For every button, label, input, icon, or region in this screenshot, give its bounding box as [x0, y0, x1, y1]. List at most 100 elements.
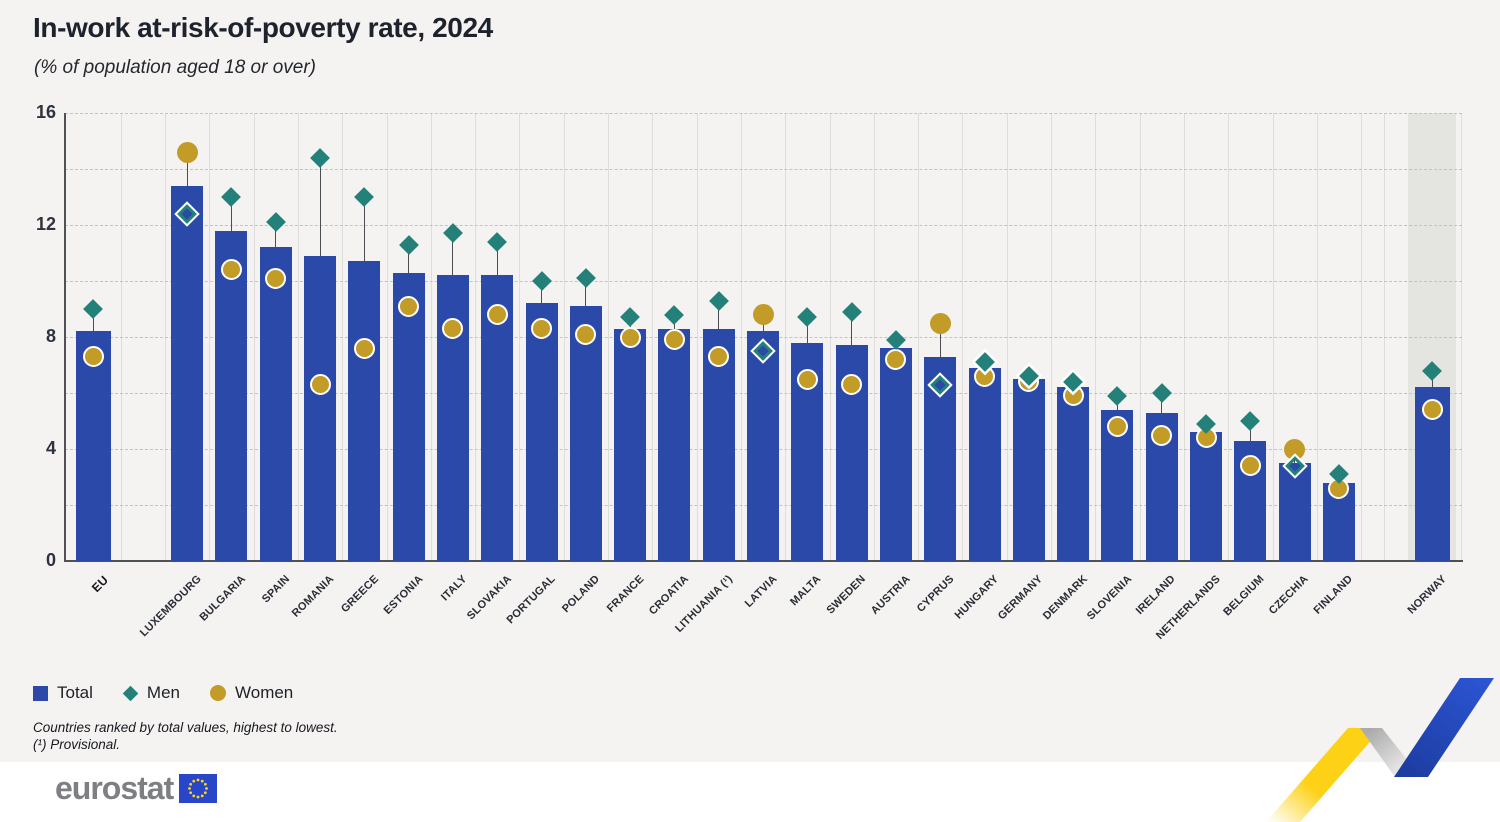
x-axis-baseline	[64, 560, 1463, 562]
footnote-provisional: (¹) Provisional.	[33, 736, 121, 752]
x-axis-label: FRANCE	[604, 573, 647, 615]
women-marker	[220, 259, 242, 281]
x-axis-label: FINLAND	[1311, 573, 1356, 617]
marker-connector-line	[319, 157, 321, 256]
men-marker	[797, 307, 818, 328]
x-axis-label: SPAIN	[259, 573, 293, 606]
marker-connector-line	[186, 152, 188, 186]
marker-connector-line	[363, 197, 365, 262]
bar-czechia	[1278, 463, 1311, 561]
horizontal-gridline	[65, 225, 1462, 226]
men-marker	[1107, 385, 1128, 406]
marker-connector-line	[939, 323, 941, 357]
men-marker	[398, 234, 419, 255]
women-marker	[929, 312, 951, 334]
marker-connector-line	[92, 309, 94, 332]
x-axis-label: IRELAND	[1134, 573, 1179, 618]
x-axis-label: CZECHIA	[1267, 573, 1312, 618]
footnotes: Countries ranked by total values, highes…	[33, 720, 338, 754]
bar-netherlands	[1190, 432, 1223, 561]
women-marker	[841, 374, 863, 396]
women-marker	[1106, 416, 1128, 438]
x-axis-label: POLAND	[560, 573, 603, 616]
y-axis-line	[64, 113, 66, 561]
legend: Total Men Women	[33, 683, 293, 703]
men-marker	[708, 290, 729, 311]
x-axis-label: SLOVENIA	[1084, 573, 1134, 623]
men-marker	[841, 301, 862, 322]
horizontal-gridline	[65, 169, 1462, 170]
marker-connector-line	[718, 300, 720, 329]
women-marker	[885, 348, 907, 370]
x-axis-label: HUNGARY	[952, 573, 1002, 622]
bar-denmark	[1057, 387, 1090, 561]
x-axis-label: GREECE	[338, 573, 381, 616]
men-marker	[443, 223, 463, 244]
bar-luxembourg	[171, 185, 204, 561]
women-marker	[176, 141, 198, 163]
men-marker	[83, 299, 103, 319]
plot-area: EU LUXEMBOURG BULGARIA SPAIN ROMANIA GREECE ES…	[64, 113, 1463, 642]
marker-connector-line	[851, 311, 853, 346]
men-marker	[487, 231, 508, 252]
y-axis-tick-label: 8	[45, 326, 56, 346]
marker-connector-line	[585, 278, 587, 307]
x-axis-label: DENMARK	[1040, 573, 1090, 623]
bar-cyprus	[924, 356, 957, 561]
legend-label-men: Men	[146, 683, 180, 702]
women-marker	[1151, 424, 1173, 446]
men-marker	[354, 187, 375, 207]
bar-estonia	[392, 272, 425, 561]
y-axis-tick-label: 4	[45, 438, 56, 458]
legend-item-women: Women	[210, 683, 293, 703]
y-axis-tick-label: 12	[35, 214, 56, 234]
women-circle-icon	[210, 685, 226, 701]
bar-croatia	[658, 328, 691, 561]
page-title: In-work at-risk-of-poverty rate, 2024	[33, 12, 493, 43]
legend-item-total: Total	[33, 683, 93, 703]
men-marker	[221, 187, 242, 207]
bar-latvia	[747, 331, 780, 561]
men-marker	[886, 329, 906, 350]
bar-poland	[569, 306, 602, 561]
horizontal-gridline	[65, 113, 1462, 114]
y-axis-tick-label: 0	[45, 550, 56, 570]
marker-connector-line	[275, 222, 277, 248]
marker-connector-line	[452, 233, 454, 276]
x-axis-label: NORWAY	[1404, 573, 1449, 617]
horizontal-gridline	[65, 281, 1462, 282]
bar-france	[614, 328, 647, 561]
marker-connector-line	[806, 317, 808, 343]
women-marker	[398, 295, 420, 317]
bar-germany	[1012, 379, 1045, 561]
women-marker	[265, 267, 287, 289]
men-marker	[664, 304, 685, 325]
marker-connector-line	[230, 197, 232, 231]
men-marker	[620, 307, 641, 328]
women-marker	[442, 318, 464, 340]
women-marker	[1239, 455, 1261, 477]
men-diamond-icon	[122, 685, 139, 701]
x-axis-label: LUXEMBOURG	[137, 573, 204, 640]
eurostat-logo: eurostat	[55, 770, 218, 807]
men-marker	[1151, 383, 1172, 403]
bar-portugal	[525, 303, 558, 561]
bar-romania	[304, 255, 337, 561]
x-axis-label: CROATIA	[646, 573, 691, 618]
y-axis-tick-label: 16	[35, 102, 56, 122]
x-axis-label: SWEDEN	[824, 573, 869, 617]
x-axis-label: CYPRUS	[914, 573, 957, 615]
legend-item-men: Men	[122, 683, 180, 703]
bar-bulgaria	[215, 230, 248, 561]
footnote-ranking: Countries ranked by total values, highes…	[33, 720, 338, 735]
eurostat-logo-text: eurostat	[55, 770, 174, 806]
marker-connector-line	[408, 244, 410, 273]
legend-label-total: Total	[57, 683, 93, 702]
women-marker	[309, 374, 331, 396]
men-marker	[1240, 411, 1261, 431]
bar-spain	[259, 247, 292, 561]
zigzag-decoration	[1266, 678, 1494, 822]
bar-eu	[75, 331, 111, 561]
men-marker	[575, 268, 596, 289]
